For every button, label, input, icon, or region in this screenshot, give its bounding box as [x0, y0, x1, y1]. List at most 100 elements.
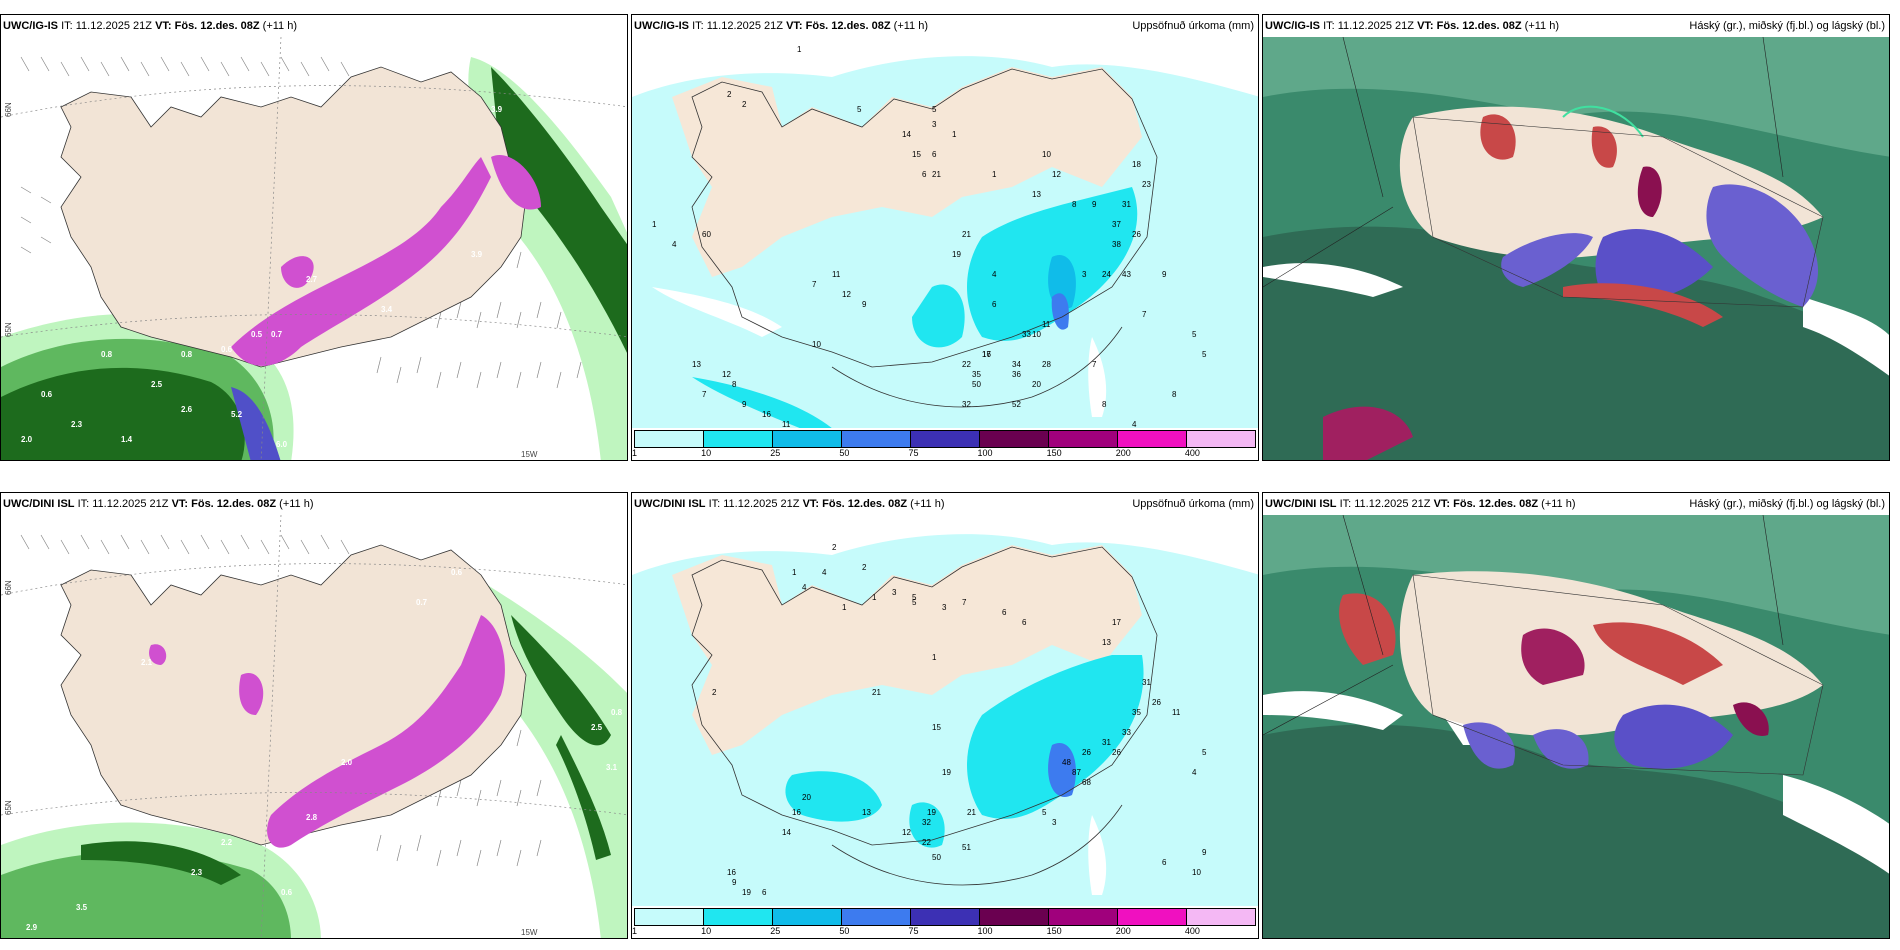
precip-value: 87 [1072, 768, 1081, 777]
precip-value: 1 [842, 603, 847, 612]
precip-value: 5 [1042, 808, 1047, 817]
precip-value: 24 [1102, 270, 1111, 279]
precip-value: 1 [952, 130, 957, 139]
grid-label: 66N [4, 580, 13, 595]
wind-value: 0.8 [356, 848, 368, 857]
legend-swatch [635, 909, 704, 925]
wind-panel-row2: UWC/DINI ISL IT: 11.12.2025 21Z VT: Fös.… [0, 492, 628, 939]
panel-header: UWC/DINI ISL IT: 11.12.2025 21Z VT: Fös.… [1263, 493, 1889, 515]
wind-panel-row1: UWC/IG-IS IT: 11.12.2025 21Z VT: Fös. 12… [0, 14, 628, 461]
precip-value: 16 [762, 410, 771, 419]
legend-tick: 10 [701, 926, 712, 936]
grid-label: 65N [4, 800, 13, 815]
precip-value: 43 [1122, 270, 1131, 279]
grid-label: 65N [4, 322, 13, 337]
cloud-panel-row1: UWC/IG-IS IT: 11.12.2025 21Z VT: Fös. 12… [1262, 14, 1890, 461]
precip-value: 2 [742, 100, 747, 109]
cloud-panel-row2: UWC/DINI ISL IT: 11.12.2025 21Z VT: Fös.… [1262, 492, 1890, 939]
precip-value: 4 [1192, 768, 1197, 777]
precip-value: 35 [1132, 708, 1141, 717]
wind-map: 3.9 0.5 0.7 0.6 0.8 2.5 2.6 5.2 6.0 2.0 … [1, 37, 627, 460]
precip-value: 26 [1132, 230, 1141, 239]
precip-value: 4 [822, 568, 827, 577]
precip-value: 9 [732, 878, 737, 887]
wind-value: 2.0 [21, 435, 33, 444]
precip-value: 21 [872, 688, 881, 697]
panel-header: UWC/DINI ISL IT: 11.12.2025 21Z VT: Fös.… [632, 493, 1258, 515]
precip-value: 6 [1162, 858, 1167, 867]
wind-value: 0.6 [281, 888, 293, 897]
precip-value: 26 [1112, 748, 1121, 757]
legend-swatch [635, 431, 704, 447]
precip-value: 12 [842, 290, 851, 299]
wind-value: 0.5 [251, 330, 263, 339]
precip-value: 60 [702, 230, 711, 239]
cloud-map [1263, 515, 1889, 938]
precip-value: 5 [912, 598, 917, 607]
wind-value: 2.5 [591, 723, 603, 732]
wind-value: 2.1 [141, 658, 153, 667]
precip-value: 13 [862, 808, 871, 817]
precip-value: 48 [1062, 758, 1071, 767]
precip-map: 1 2 2 5 5 3 1 4 6 6 1 1 10 12 13 8 9 18 23 31 37 26 38 43 24 7 9 5 1… [632, 37, 1258, 460]
precip-value: 32 [922, 818, 931, 827]
precip-value: 9 [1162, 270, 1167, 279]
precip-value: 5 [1202, 748, 1207, 757]
wind-value: 2.3 [191, 868, 203, 877]
legend-tick: 75 [908, 926, 919, 936]
precip-value: 13 [1032, 190, 1041, 199]
wind-value: 2.7 [306, 275, 318, 284]
precip-value: 5 [912, 593, 917, 602]
wind-value: 5.2 [231, 410, 243, 419]
wind-value: 1.7 [381, 893, 393, 902]
precip-value: 37 [1112, 220, 1121, 229]
wind-value: 3.9 [491, 105, 503, 114]
legend-tick: 150 [1046, 448, 1062, 458]
legend-swatch [911, 909, 980, 925]
precip-value: 1 [872, 593, 877, 602]
precip-value: 3 [1082, 270, 1087, 279]
precip-legend: 1 10 25 50 75 100 150 200 400 [632, 428, 1258, 460]
precip-value: 19 [942, 768, 951, 777]
grid-label: 15W [521, 928, 538, 937]
precip-map: 2 4 1 2 1 1 3 5 7 6 6 17 13 31 26 35 33 31 26 2 4 5 3 1 21 15 19 13… [632, 515, 1258, 938]
precip-value: 19 [952, 250, 961, 259]
wind-value: 2.9 [26, 923, 38, 932]
precip-value: 32 [962, 400, 971, 409]
wind-value: 0.8 [331, 868, 343, 877]
precip-value: 1 [797, 45, 802, 54]
wind-value: 0.7 [271, 330, 283, 339]
precip-value: 31 [1122, 200, 1131, 209]
precip-value: 5 [1192, 330, 1197, 339]
precip-value: 31 [1142, 678, 1151, 687]
precip-value: 10 [1032, 330, 1041, 339]
legend-swatch [1118, 431, 1187, 447]
precip-value: 38 [1112, 240, 1121, 249]
legend-tick: 200 [1115, 448, 1131, 458]
precip-value: 9 [1092, 200, 1097, 209]
precip-value: 1 [932, 653, 937, 662]
precip-value: 16 [727, 868, 736, 877]
precip-value: 16 [792, 808, 801, 817]
precip-value: 28 [1042, 360, 1051, 369]
legend-swatch [980, 909, 1049, 925]
precip-title: Uppsöfnuð úrkoma (mm) [1132, 498, 1254, 510]
precip-value: 10 [1192, 868, 1201, 877]
wind-value: 0.6 [221, 345, 233, 354]
precip-value: 20 [1032, 380, 1041, 389]
wind-value: 3.9 [471, 250, 483, 259]
cloud-title: Háský (gr.), miðský (fj.bl.) og lágský (… [1689, 20, 1885, 32]
wind-value: 0.9 [576, 613, 588, 622]
wind-map: 0.6 0.7 0.9 2.5 3.1 0.8 2.1 2.0 2.8 0.7 … [1, 515, 627, 938]
legend-tick: 150 [1046, 926, 1062, 936]
precip-value: 7 [962, 598, 967, 607]
precip-value: 3 [932, 120, 937, 129]
grid-label: 15W [521, 450, 538, 459]
legend-swatch [842, 431, 911, 447]
precip-value: 52 [1012, 400, 1021, 409]
wind-value: 0.7 [416, 598, 428, 607]
precip-panel-row1: UWC/IG-IS IT: 11.12.2025 21Z VT: Fös. 12… [631, 14, 1259, 461]
precip-value: 3 [892, 588, 897, 597]
precip-value: 68 [1082, 778, 1091, 787]
precip-value: 51 [962, 843, 971, 852]
